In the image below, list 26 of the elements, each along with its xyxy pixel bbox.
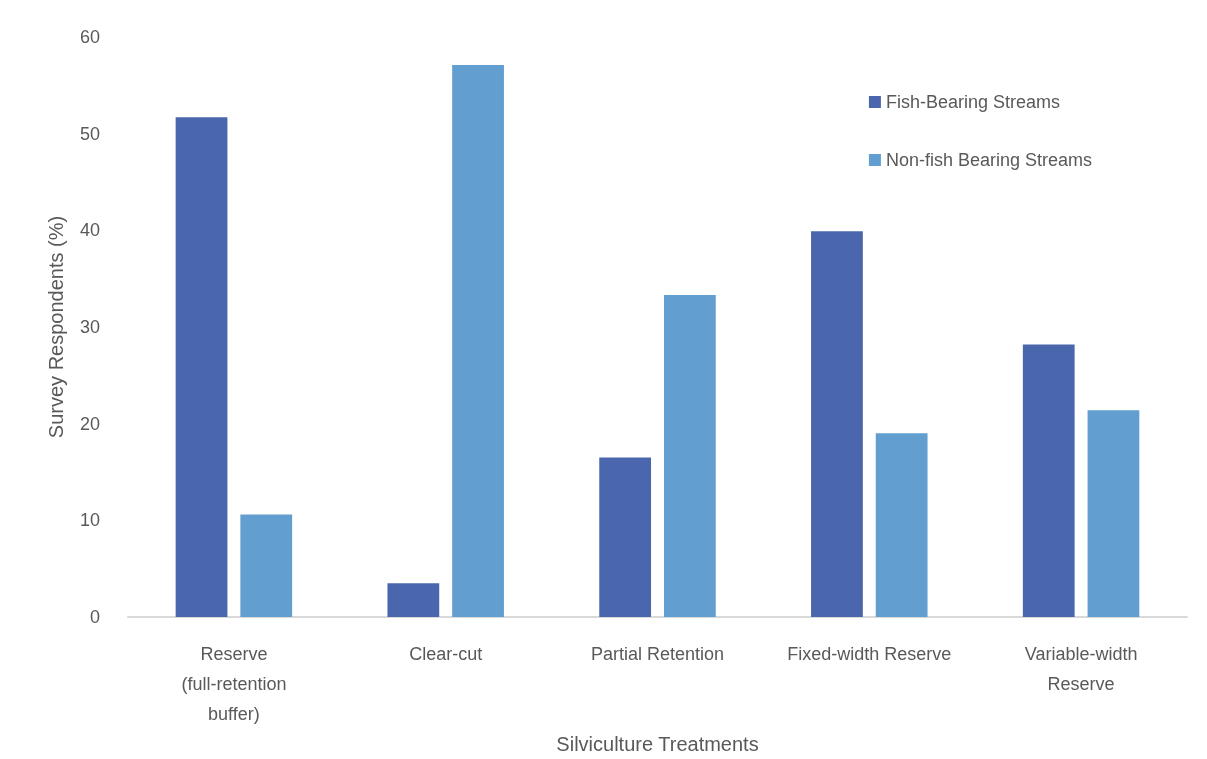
x-tick-label: Partial Retention (590, 644, 725, 664)
legend-label: Non-fish Bearing Streams (885, 150, 1093, 170)
x-tick-label: Fixed-width Reserve (787, 644, 952, 664)
x-axis-title: Silviculture Treatments (556, 732, 759, 755)
bar (1022, 344, 1075, 617)
bar (663, 295, 716, 617)
x-tick-label: Reserve (full-retention buffer) (181, 644, 287, 724)
y-tick-label: 30 (79, 317, 100, 337)
bar (1087, 410, 1140, 617)
y-tick-label: 50 (79, 123, 100, 144)
y-tick-label: 20 (79, 413, 100, 434)
legend-label: Fish-Bearing Streams (885, 92, 1060, 112)
bar (240, 514, 293, 617)
y-tick-label: 0 (89, 607, 100, 627)
bar (387, 583, 440, 617)
y-tick-label: 10 (79, 510, 100, 531)
y-tick-label: 40 (79, 220, 100, 241)
x-tick-label: Clear-cut (409, 644, 483, 664)
bar (175, 117, 228, 617)
x-tick-label: Variable-width Reserve (1024, 644, 1138, 694)
bar (599, 457, 652, 617)
bar (875, 433, 928, 617)
y-axis-title: Survey Respondents (%) (45, 215, 67, 439)
y-tick-label: 60 (79, 27, 100, 47)
bar (811, 231, 863, 617)
bar (452, 65, 504, 617)
